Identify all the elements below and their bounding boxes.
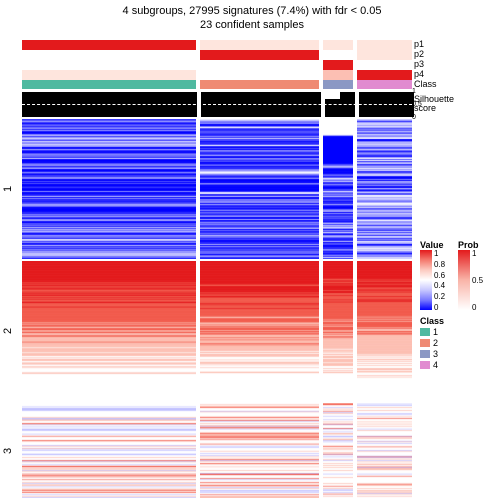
annot-seg <box>22 70 196 80</box>
annot-seg <box>357 40 412 50</box>
sil-tick: 1 <box>412 88 416 95</box>
plot-area: 123 <box>22 40 412 500</box>
heat-row: 3 <box>22 403 412 498</box>
annot-seg <box>22 40 196 50</box>
class-seg <box>323 80 353 89</box>
legend-tick: 0.2 <box>434 293 445 301</box>
annot-seg <box>200 70 319 80</box>
annot-label-p1: p1 <box>414 40 424 49</box>
class-seg <box>22 80 196 89</box>
heat-block <box>323 261 353 401</box>
class-label: 3 <box>433 349 438 359</box>
sil-tick: 0.5 <box>412 101 422 108</box>
heat-row: 1 <box>22 119 412 259</box>
prob-ticks: 10.50 <box>470 250 490 310</box>
row-label: 3 <box>2 447 14 453</box>
annot-seg <box>357 70 412 80</box>
value-gradient <box>420 250 432 310</box>
class-label: 2 <box>433 338 438 348</box>
annot-seg <box>323 60 353 70</box>
annot-seg <box>323 70 353 80</box>
annot-seg <box>357 60 412 70</box>
row-label: 2 <box>2 328 14 334</box>
class-label: 4 <box>433 360 438 370</box>
row-label: 1 <box>2 186 14 192</box>
heat-block <box>22 119 196 259</box>
legend-tick: 1 <box>434 250 438 258</box>
legend-class-title: Class <box>420 316 500 326</box>
class-swatch <box>420 361 430 369</box>
title-line2: 23 confident samples <box>0 18 504 32</box>
annot-seg <box>200 60 319 70</box>
class-swatch <box>420 339 430 347</box>
legend-tick: 0.6 <box>434 272 445 280</box>
class-swatch <box>420 328 430 336</box>
class-swatch <box>420 350 430 358</box>
title-line1: 4 subgroups, 27995 signatures (7.4%) wit… <box>0 4 504 18</box>
prob-gradient <box>458 250 470 310</box>
legend-tick: 1 <box>472 250 476 258</box>
annot-track-p2 <box>22 50 412 60</box>
class-legend-item: 3 <box>420 349 500 359</box>
heat-block <box>357 403 412 498</box>
heat-block <box>323 403 353 498</box>
legend-tick: 0 <box>472 304 476 312</box>
chart-title: 4 subgroups, 27995 signatures (7.4%) wit… <box>0 0 504 33</box>
heat-block <box>357 261 412 401</box>
class-seg <box>357 80 412 89</box>
value-ticks: 1 0.8 0.6 0.4 0.2 0 <box>432 250 452 310</box>
annot-seg <box>200 50 319 60</box>
class-legend-item: 4 <box>420 360 500 370</box>
silhouette-track <box>22 91 412 117</box>
annot-seg <box>323 40 353 50</box>
annot-track-p1 <box>22 40 412 50</box>
heat-block <box>200 119 319 259</box>
legend-panel: Value 10.80.60.40.20 Prob 10.50 Class 12… <box>420 240 500 370</box>
class-legend-item: 2 <box>420 338 500 348</box>
class-label: 1 <box>433 327 438 337</box>
legend-tick: 0 <box>434 304 438 312</box>
heatmap: 123 <box>22 119 412 500</box>
class-legend-item: 1 <box>420 327 500 337</box>
legend-tick: 0.5 <box>472 277 483 285</box>
annot-label-p2: p2 <box>414 50 424 59</box>
heat-block <box>323 119 353 259</box>
annot-seg <box>357 50 412 60</box>
annot-track-p4 <box>22 70 412 80</box>
heat-block <box>357 119 412 259</box>
class-track <box>22 80 412 89</box>
annot-seg <box>200 40 319 50</box>
annot-label-class: Class <box>414 80 437 89</box>
annot-seg <box>22 50 196 60</box>
sil-dash <box>22 104 412 105</box>
annot-seg <box>323 50 353 60</box>
heat-row: 2 <box>22 261 412 401</box>
heat-block <box>22 261 196 401</box>
annot-label-p3: p3 <box>414 60 424 69</box>
legend-class: Class 1234 <box>420 316 500 370</box>
legend-tick: 0.4 <box>434 282 445 290</box>
legend-value: Value 10.80.60.40.20 <box>420 240 452 310</box>
legend-prob: Prob 10.50 <box>458 240 490 310</box>
heat-block <box>200 261 319 401</box>
annot-seg <box>22 60 196 70</box>
class-seg <box>200 80 319 89</box>
annot-label-p4: p4 <box>414 70 424 79</box>
legend-tick: 0.8 <box>434 261 445 269</box>
sil-tick: 0 <box>412 114 416 121</box>
annot-track-p3 <box>22 60 412 70</box>
heat-block <box>22 403 196 498</box>
heat-block <box>200 403 319 498</box>
